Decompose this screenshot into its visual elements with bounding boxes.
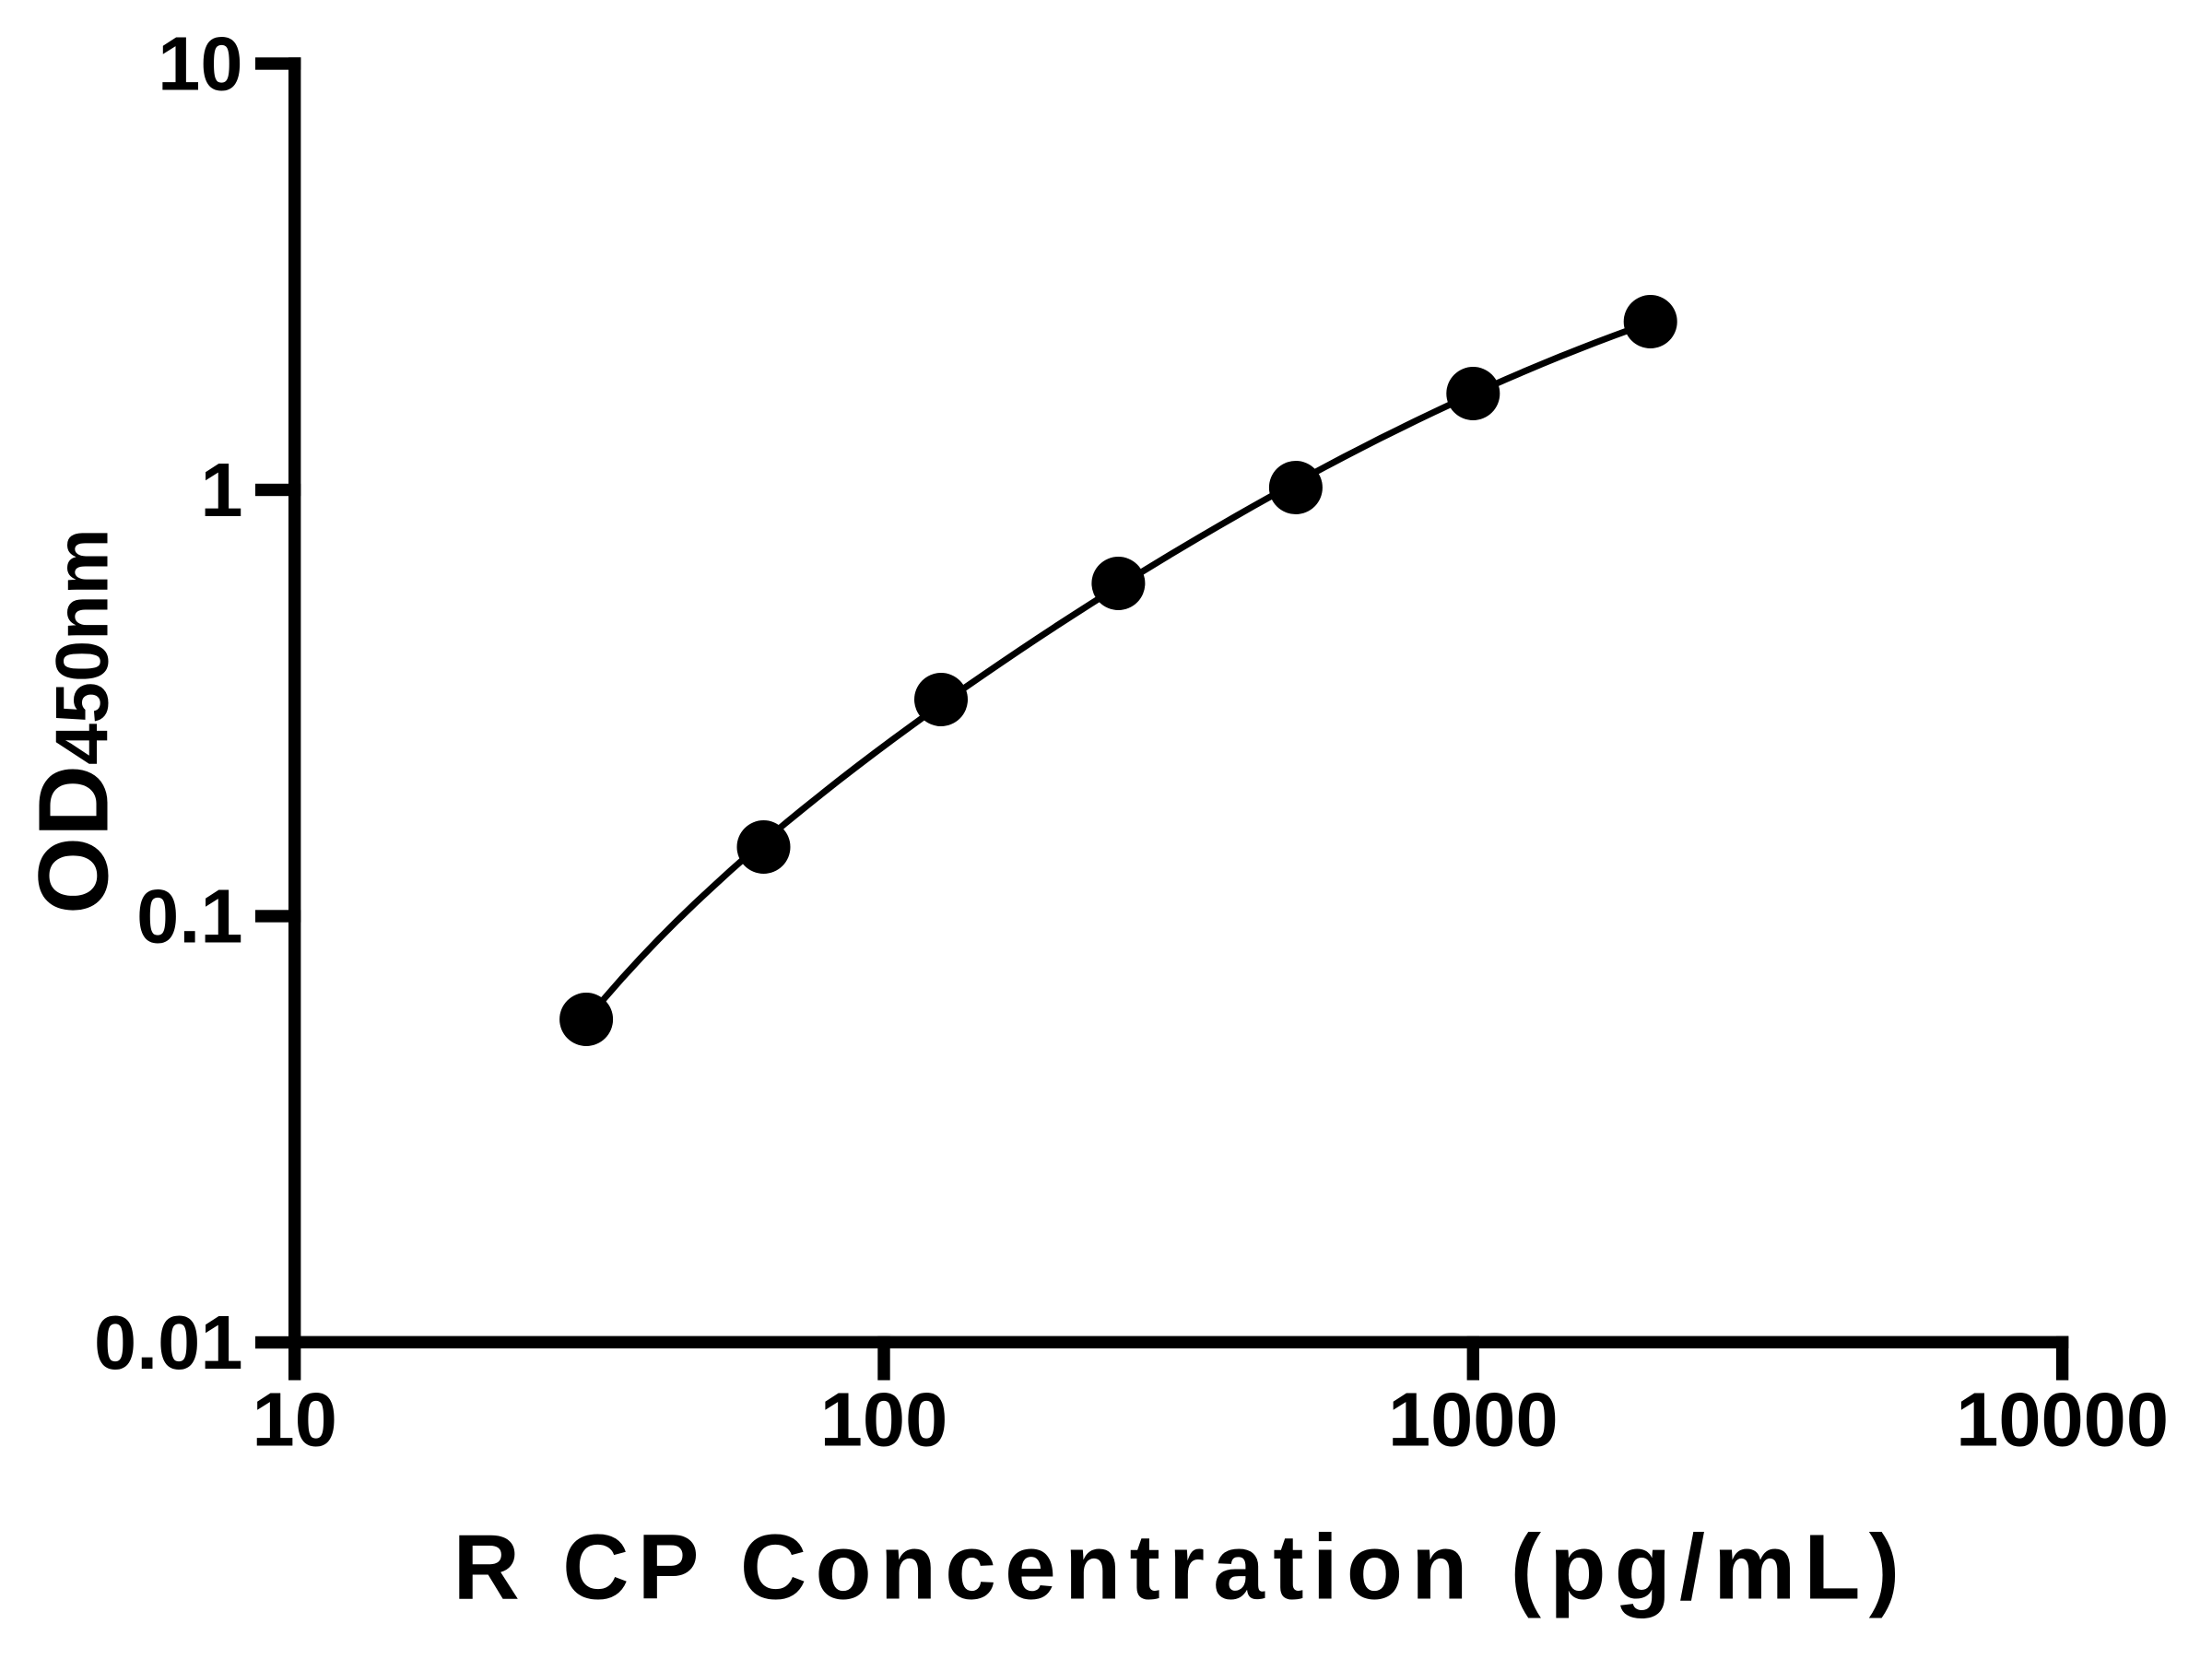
svg-text:0.01: 0.01 xyxy=(94,1300,243,1385)
svg-text:0.1: 0.1 xyxy=(136,874,242,959)
svg-text:10: 10 xyxy=(158,21,242,107)
svg-text:R CP Concentration (pg/mL): R CP Concentration (pg/mL) xyxy=(453,1516,1909,1619)
svg-text:1: 1 xyxy=(200,447,242,533)
svg-text:100: 100 xyxy=(820,1377,947,1463)
svg-text:10000: 10000 xyxy=(1956,1377,2169,1463)
svg-text:10: 10 xyxy=(253,1377,337,1463)
svg-text:1000: 1000 xyxy=(1388,1377,1559,1463)
